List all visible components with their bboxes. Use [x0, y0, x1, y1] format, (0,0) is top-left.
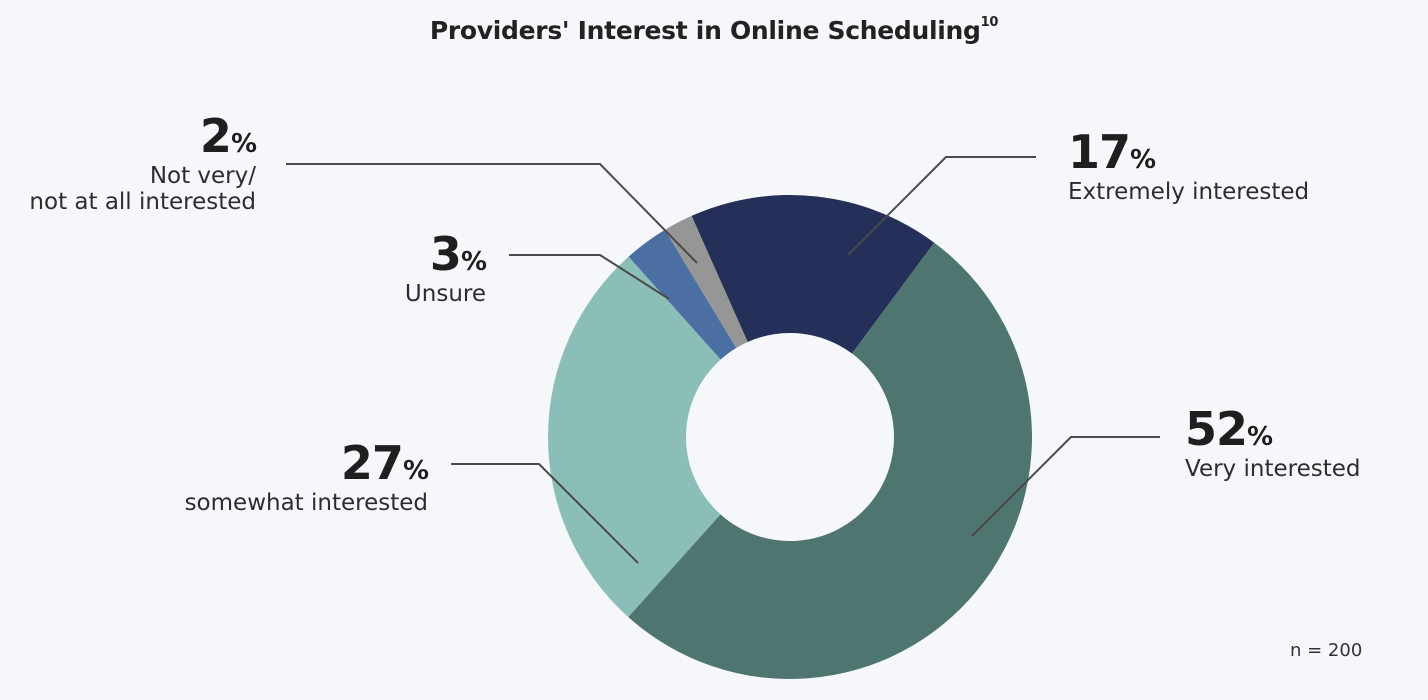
label-very: 52% Very interested — [1185, 403, 1360, 482]
text-notvery-line1: Not very/ — [149, 162, 256, 189]
label-notvery: 2% Not very/ not at all interested — [29, 109, 257, 216]
text-notvery-line2: not at all interested — [29, 189, 256, 216]
footnote-ref: 10 — [980, 14, 999, 30]
text-somewhat: somewhat interested — [184, 489, 428, 516]
leader-line-unsure — [509, 254, 670, 300]
pct-very: 52% — [1185, 402, 1273, 456]
label-somewhat: 27% somewhat interested — [184, 436, 429, 516]
donut-segment-very-interested — [628, 242, 1033, 680]
label-extremely: 17% Extremely interested — [1068, 126, 1309, 205]
donut-segment-somewhat-interested — [547, 256, 721, 618]
pct-somewhat: 27% — [340, 436, 429, 490]
chart-title: Providers' Interest in Online Scheduling… — [0, 14, 1428, 45]
sample-size-note: n = 200 — [1290, 640, 1363, 661]
text-extremely: Extremely interested — [1068, 178, 1310, 205]
chart-title-text: Providers' Interest in Online Scheduling — [429, 16, 981, 45]
leader-line-very — [971, 436, 1160, 537]
leader-line-extremely — [847, 156, 1036, 256]
pct-notvery: 2% — [199, 109, 257, 163]
donut-segment-extremely-interested — [691, 195, 935, 354]
donut-segment-unsure — [628, 229, 737, 360]
leader-line-somewhat — [451, 463, 639, 564]
donut-segment-not-very-not-at-all-interested — [664, 215, 748, 348]
label-unsure: 3% Unsure — [404, 227, 487, 307]
pct-extremely: 17% — [1068, 125, 1156, 179]
text-very: Very interested — [1185, 455, 1361, 482]
donut-segments — [547, 195, 1033, 680]
pct-unsure: 3% — [429, 227, 487, 281]
text-unsure: Unsure — [404, 280, 486, 307]
leader-lines — [286, 156, 1160, 564]
leader-line-notvery — [286, 163, 698, 264]
